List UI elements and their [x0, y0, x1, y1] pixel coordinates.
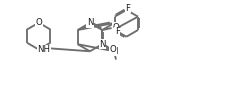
Text: F: F [115, 27, 120, 36]
Text: N: N [99, 40, 105, 49]
Text: O: O [110, 45, 116, 54]
Text: N: N [111, 47, 118, 56]
Text: O: O [35, 18, 42, 27]
Text: NH: NH [37, 45, 50, 54]
Text: F: F [125, 4, 131, 13]
Text: O: O [112, 23, 119, 32]
Text: N: N [87, 18, 93, 27]
